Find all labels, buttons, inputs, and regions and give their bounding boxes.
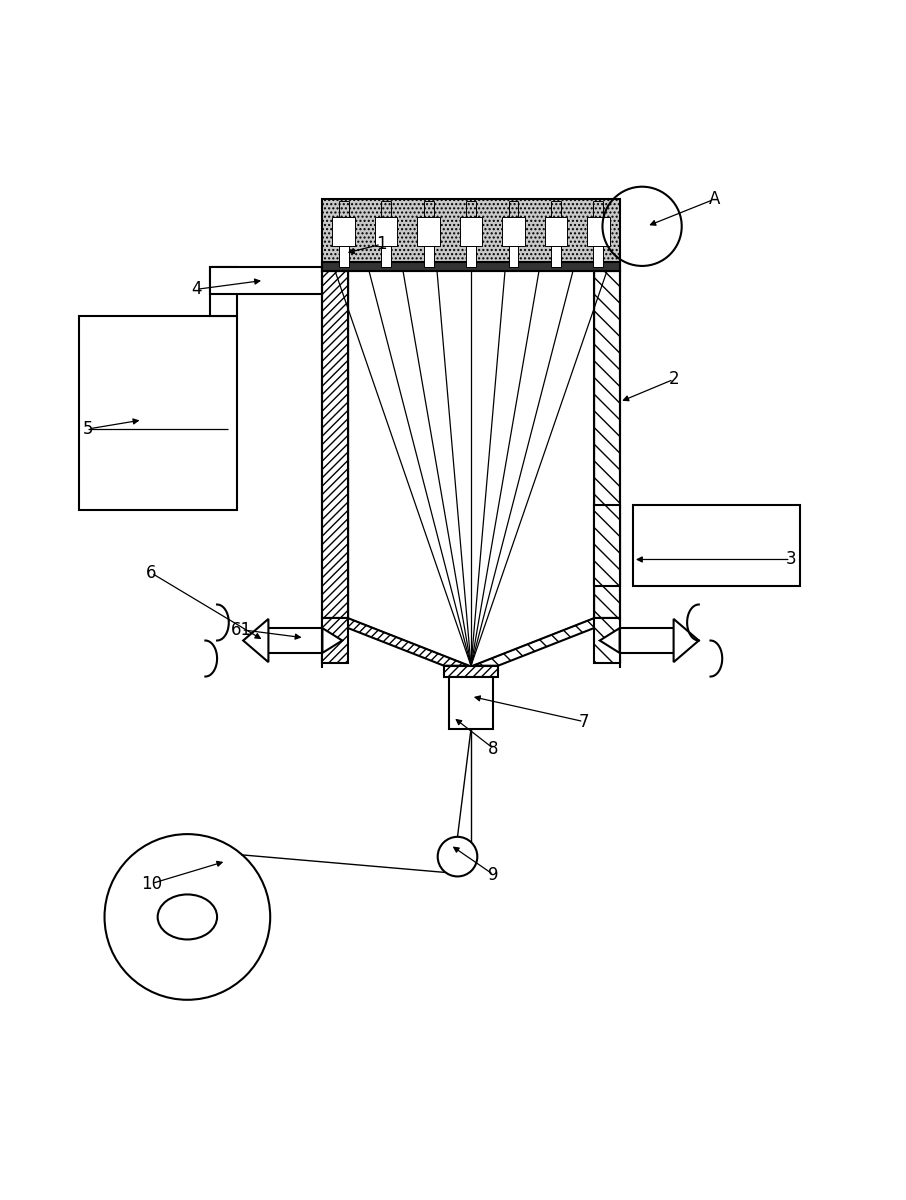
Polygon shape bbox=[323, 618, 469, 666]
Bar bbox=[210, 266, 323, 294]
Bar bbox=[594, 271, 620, 618]
Bar bbox=[444, 666, 498, 677]
Text: 10: 10 bbox=[140, 875, 162, 893]
Bar bbox=[502, 217, 525, 246]
Bar bbox=[375, 217, 398, 246]
Bar bbox=[594, 505, 620, 587]
Bar bbox=[545, 217, 567, 246]
Bar bbox=[339, 246, 349, 266]
Text: 9: 9 bbox=[488, 865, 499, 883]
Text: 7: 7 bbox=[578, 713, 589, 731]
Polygon shape bbox=[673, 619, 699, 662]
Text: 6: 6 bbox=[146, 564, 157, 582]
Bar bbox=[508, 246, 518, 266]
Text: 2: 2 bbox=[669, 371, 679, 389]
Bar bbox=[620, 628, 673, 653]
Bar bbox=[268, 628, 323, 653]
Polygon shape bbox=[323, 628, 342, 653]
Text: 3: 3 bbox=[786, 551, 796, 569]
Bar bbox=[323, 618, 348, 664]
Bar bbox=[323, 271, 348, 618]
Bar bbox=[381, 246, 391, 266]
Bar bbox=[587, 217, 610, 246]
Bar bbox=[80, 317, 236, 510]
Polygon shape bbox=[600, 628, 620, 653]
Bar bbox=[418, 217, 439, 246]
Text: 61: 61 bbox=[231, 620, 252, 638]
Bar bbox=[459, 217, 482, 246]
Polygon shape bbox=[473, 618, 620, 666]
Bar bbox=[593, 246, 603, 266]
Bar bbox=[323, 263, 620, 271]
Bar bbox=[466, 246, 476, 266]
Text: 5: 5 bbox=[83, 420, 93, 438]
Text: A: A bbox=[708, 191, 719, 209]
Text: 1: 1 bbox=[376, 235, 386, 253]
Text: 4: 4 bbox=[191, 281, 202, 299]
Bar bbox=[424, 246, 433, 266]
Text: 8: 8 bbox=[488, 739, 499, 757]
Bar bbox=[449, 677, 493, 728]
Bar bbox=[551, 246, 561, 266]
Circle shape bbox=[438, 836, 477, 876]
Bar bbox=[323, 199, 620, 271]
Bar bbox=[333, 217, 355, 246]
Bar bbox=[210, 266, 236, 317]
Polygon shape bbox=[243, 619, 268, 662]
Bar bbox=[633, 505, 800, 587]
Bar bbox=[594, 618, 620, 664]
